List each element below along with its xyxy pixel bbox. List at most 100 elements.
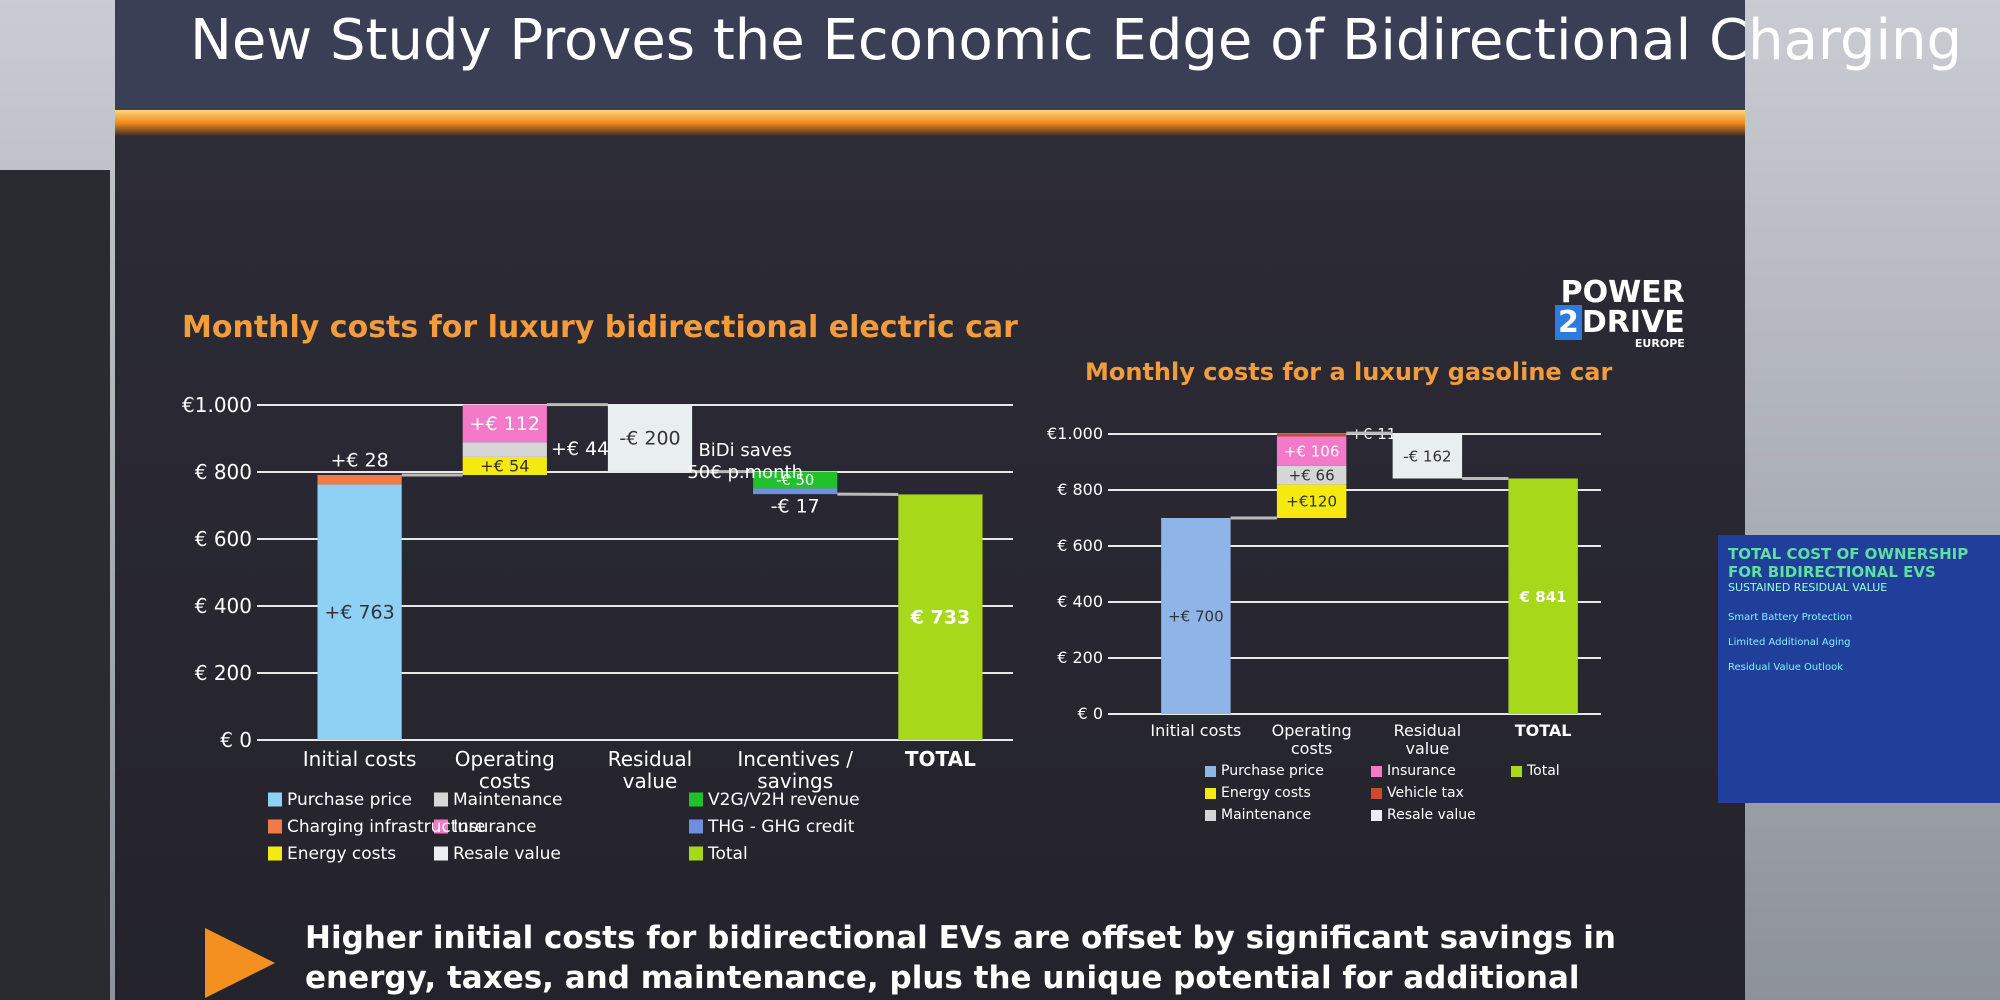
glow-line bbox=[115, 110, 1745, 136]
y-tick-label: € 800 bbox=[1057, 480, 1103, 499]
legend-label: Purchase price bbox=[1221, 763, 1324, 779]
bar-segment bbox=[462, 456, 547, 476]
bar-segment bbox=[753, 471, 838, 489]
x-tick-label: Operating costs bbox=[454, 747, 555, 793]
value-label: -€ 50 bbox=[776, 472, 814, 489]
bar-segment bbox=[1276, 436, 1347, 466]
side-wall bbox=[0, 170, 110, 1000]
value-label: +€ 54 bbox=[480, 456, 529, 475]
legend-swatch bbox=[268, 819, 282, 834]
logo-drive: 2 DRIVE bbox=[1555, 305, 1685, 340]
legend-swatch bbox=[434, 792, 448, 807]
logo-power: POWER bbox=[1560, 275, 1685, 310]
value-label: -€ 200 bbox=[619, 428, 680, 450]
legend-label: Energy costs bbox=[287, 843, 397, 864]
chart-title: Monthly costs for a luxury gasoline car bbox=[1085, 358, 1613, 386]
legend-label: V2G/V2H revenue bbox=[708, 789, 860, 810]
bar-segment bbox=[1508, 478, 1578, 714]
x-tick-label: TOTAL bbox=[904, 747, 976, 771]
bar-segment bbox=[607, 404, 693, 472]
x-tick-label: TOTAL bbox=[1514, 721, 1572, 740]
legend-swatch bbox=[1205, 766, 1216, 777]
legend-swatch bbox=[689, 846, 703, 861]
value-label: +€ 700 bbox=[1168, 608, 1224, 626]
legend-label: Purchase price bbox=[287, 789, 412, 810]
y-tick-label: € 0 bbox=[220, 728, 252, 752]
y-tick-label: € 0 bbox=[1077, 704, 1103, 723]
screen-item: Limited Additional Aging bbox=[1728, 637, 1851, 648]
logo-two: 2 bbox=[1555, 305, 1582, 340]
legend-swatch bbox=[1205, 810, 1216, 821]
headline: New Study Proves the Economic Edge of Bi… bbox=[190, 8, 1963, 73]
bar-segment bbox=[317, 484, 402, 740]
y-tick-label: € 400 bbox=[194, 594, 252, 618]
y-tick-label: €1.000 bbox=[182, 393, 252, 417]
y-tick-label: € 200 bbox=[1057, 648, 1103, 667]
legend-swatch bbox=[689, 819, 703, 834]
bar-segment bbox=[1161, 518, 1231, 714]
x-tick-label: Initial costs bbox=[302, 747, 417, 771]
value-label: € 733 bbox=[910, 607, 971, 629]
legend-swatch bbox=[434, 846, 448, 861]
bar-segment bbox=[1392, 433, 1463, 479]
legend-swatch bbox=[1371, 766, 1382, 777]
value-label: -€ 162 bbox=[1403, 447, 1451, 465]
y-tick-label: € 800 bbox=[194, 460, 252, 484]
chart-title: Monthly costs for luxury bidirectional e… bbox=[182, 310, 1018, 345]
screen-title: TOTAL COST OF OWNERSHIP FOR BIDIRECTIONA… bbox=[1728, 545, 1969, 581]
legend-swatch bbox=[434, 819, 448, 834]
legend-swatch bbox=[689, 792, 703, 807]
side-screen: TOTAL COST OF OWNERSHIP FOR BIDIRECTIONA… bbox=[1718, 535, 2000, 803]
logo-europe: EUROPE bbox=[1634, 337, 1685, 350]
bar-segment bbox=[1276, 465, 1347, 485]
bar-segment bbox=[317, 475, 402, 485]
screen-subtitle: SUSTAINED RESIDUAL VALUE bbox=[1728, 581, 1888, 594]
legend-swatch bbox=[268, 792, 282, 807]
legend-label: Total bbox=[1527, 763, 1560, 779]
footer-text: Higher initial costs for bidirectional E… bbox=[305, 920, 1617, 996]
screen-item: Smart Battery Protection bbox=[1728, 612, 1853, 623]
legend-label: Maintenance bbox=[1221, 807, 1312, 823]
bar-segment bbox=[753, 488, 838, 495]
x-tick-label: Residual value bbox=[607, 747, 693, 793]
y-tick-label: € 200 bbox=[194, 661, 252, 685]
legend-label: THG - GHG credit bbox=[708, 816, 855, 837]
logo: POWER 2 DRIVE EUROPE bbox=[1555, 278, 1685, 349]
bar-segment bbox=[462, 404, 547, 443]
x-tick-label: Residual value bbox=[1393, 721, 1462, 758]
value-label: +€ 106 bbox=[1284, 443, 1340, 461]
legend-swatch bbox=[1371, 810, 1382, 821]
x-tick-label: Operating costs bbox=[1271, 721, 1352, 758]
x-tick-label: Incentives / savings bbox=[737, 747, 853, 793]
legend-label: Insurance bbox=[1387, 763, 1456, 779]
legend-swatch bbox=[1371, 788, 1382, 799]
x-tick-label: Initial costs bbox=[1150, 721, 1242, 740]
header-band bbox=[115, 0, 1745, 110]
legend-swatch bbox=[268, 846, 282, 861]
bar-segment bbox=[1276, 484, 1347, 518]
bar-segment bbox=[462, 442, 547, 457]
legend-label: Maintenance bbox=[453, 789, 563, 810]
legend-label: Charging infrastructure bbox=[287, 816, 486, 837]
logo-drive-text: DRIVE bbox=[1581, 305, 1685, 340]
legend-label: Resale value bbox=[1387, 807, 1476, 823]
arrow-icon bbox=[205, 928, 275, 998]
bar-segment bbox=[898, 494, 983, 740]
legend-label: Energy costs bbox=[1221, 785, 1311, 801]
y-tick-label: € 400 bbox=[1057, 592, 1103, 611]
value-label: +€ 28 bbox=[330, 450, 388, 472]
legend-label: Vehicle tax bbox=[1387, 785, 1464, 801]
y-tick-label: €1.000 bbox=[1047, 424, 1103, 443]
value-label: +€ 112 bbox=[470, 413, 540, 435]
legend-label: Insurance bbox=[453, 816, 537, 837]
bar-segment bbox=[1276, 433, 1347, 437]
value-label: +€120 bbox=[1286, 493, 1337, 511]
screen-item: Residual Value Outlook bbox=[1728, 662, 1843, 673]
y-tick-label: € 600 bbox=[1057, 536, 1103, 555]
value-label: +€ 66 bbox=[1289, 467, 1335, 485]
value-label: -€ 17 bbox=[771, 496, 820, 518]
legend-swatch bbox=[1205, 788, 1216, 799]
value-label: +€ 44 bbox=[551, 438, 609, 460]
